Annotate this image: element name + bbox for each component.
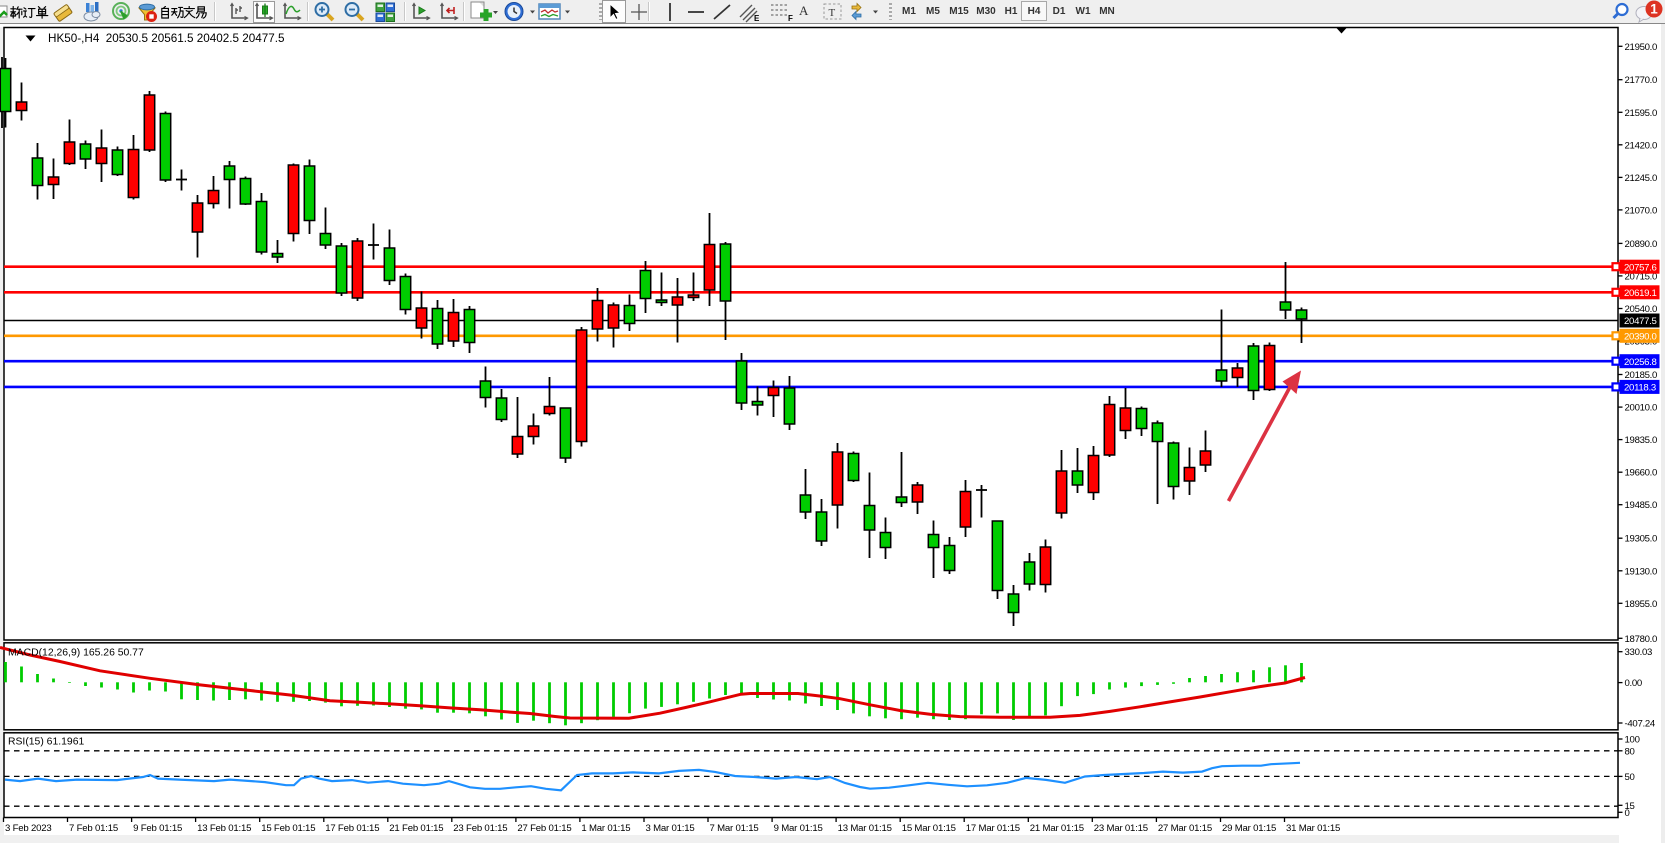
svg-text:13 Mar 01:15: 13 Mar 01:15 — [838, 823, 892, 834]
svg-text:21 Mar 01:15: 21 Mar 01:15 — [1030, 823, 1084, 834]
svg-text:21245.0: 21245.0 — [1625, 173, 1658, 184]
svg-text:20256.8: 20256.8 — [1624, 357, 1657, 368]
svg-text:E: E — [754, 14, 760, 23]
svg-text:3 Feb 2023: 3 Feb 2023 — [5, 823, 52, 834]
svg-text:19130.0: 19130.0 — [1625, 566, 1658, 577]
svg-text:29 Mar 01:15: 29 Mar 01:15 — [1222, 823, 1276, 834]
svg-text:19835.0: 19835.0 — [1625, 435, 1658, 446]
svg-text:31 Mar 01:15: 31 Mar 01:15 — [1286, 823, 1340, 834]
svg-text:15: 15 — [1625, 801, 1635, 812]
svg-text:27 Feb 01:15: 27 Feb 01:15 — [517, 823, 571, 834]
svg-text:21770.0: 21770.0 — [1625, 75, 1658, 86]
svg-text:20118.3: 20118.3 — [1624, 383, 1656, 394]
svg-text:21950.0: 21950.0 — [1625, 42, 1658, 53]
svg-text:19660.0: 19660.0 — [1625, 468, 1658, 479]
svg-text:20185.0: 20185.0 — [1625, 370, 1658, 381]
svg-text:20757.6: 20757.6 — [1624, 262, 1657, 273]
svg-text:MACD(12,26,9) 165.26 50.77: MACD(12,26,9) 165.26 50.77 — [8, 648, 144, 659]
svg-text:T: T — [829, 7, 836, 19]
svg-text:100: 100 — [1625, 735, 1640, 746]
svg-text:1 Mar 01:15: 1 Mar 01:15 — [581, 823, 630, 834]
svg-text:-407.24: -407.24 — [1625, 719, 1656, 730]
svg-text:20010.0: 20010.0 — [1625, 403, 1658, 414]
svg-text:21 Feb 01:15: 21 Feb 01:15 — [389, 823, 443, 834]
svg-text:27 Mar 01:15: 27 Mar 01:15 — [1158, 823, 1212, 834]
svg-text:50: 50 — [1625, 772, 1635, 783]
svg-text:18780.0: 18780.0 — [1625, 634, 1658, 645]
svg-text:7 Feb 01:15: 7 Feb 01:15 — [69, 823, 118, 834]
svg-text:15 Mar 01:15: 15 Mar 01:15 — [902, 823, 956, 834]
svg-text:0.00: 0.00 — [1625, 678, 1642, 689]
svg-text:20890.0: 20890.0 — [1625, 239, 1658, 250]
svg-text:RSI(15) 61.1961: RSI(15) 61.1961 — [8, 737, 84, 748]
svg-text:3 Mar 01:15: 3 Mar 01:15 — [646, 823, 695, 834]
svg-text:20619.1: 20619.1 — [1624, 288, 1657, 299]
svg-text:1: 1 — [1650, 2, 1658, 17]
svg-text:19305.0: 19305.0 — [1625, 534, 1658, 545]
svg-text:F: F — [788, 14, 793, 23]
svg-text:HK50-,H4 20530.5 20561.5 2040: HK50-,H4 20530.5 20561.5 20402.5 20477.5 — [48, 32, 285, 45]
svg-text:9 Feb 01:15: 9 Feb 01:15 — [133, 823, 182, 834]
svg-text:15 Feb 01:15: 15 Feb 01:15 — [261, 823, 315, 834]
svg-text:20715.0: 20715.0 — [1625, 271, 1658, 282]
svg-text:19485.0: 19485.0 — [1625, 500, 1658, 511]
svg-text:80: 80 — [1625, 746, 1635, 757]
svg-text:20390.0: 20390.0 — [1624, 332, 1657, 343]
svg-text:330.03: 330.03 — [1625, 647, 1653, 658]
svg-text:23 Feb 01:15: 23 Feb 01:15 — [453, 823, 507, 834]
svg-text:20540.0: 20540.0 — [1625, 304, 1658, 315]
svg-text:18955.0: 18955.0 — [1625, 599, 1658, 610]
svg-text:17 Mar 01:15: 17 Mar 01:15 — [966, 823, 1020, 834]
svg-text:0: 0 — [1625, 808, 1630, 819]
svg-text:7 Mar 01:15: 7 Mar 01:15 — [710, 823, 759, 834]
svg-text:21595.0: 21595.0 — [1625, 108, 1658, 119]
svg-text:23 Mar 01:15: 23 Mar 01:15 — [1094, 823, 1148, 834]
svg-text:9 Mar 01:15: 9 Mar 01:15 — [774, 823, 823, 834]
svg-text:20477.5: 20477.5 — [1624, 316, 1657, 327]
svg-text:21420.0: 21420.0 — [1625, 140, 1658, 151]
svg-text:21070.0: 21070.0 — [1625, 205, 1658, 216]
svg-text:13 Feb 01:15: 13 Feb 01:15 — [197, 823, 251, 834]
svg-text:17 Feb 01:15: 17 Feb 01:15 — [325, 823, 379, 834]
